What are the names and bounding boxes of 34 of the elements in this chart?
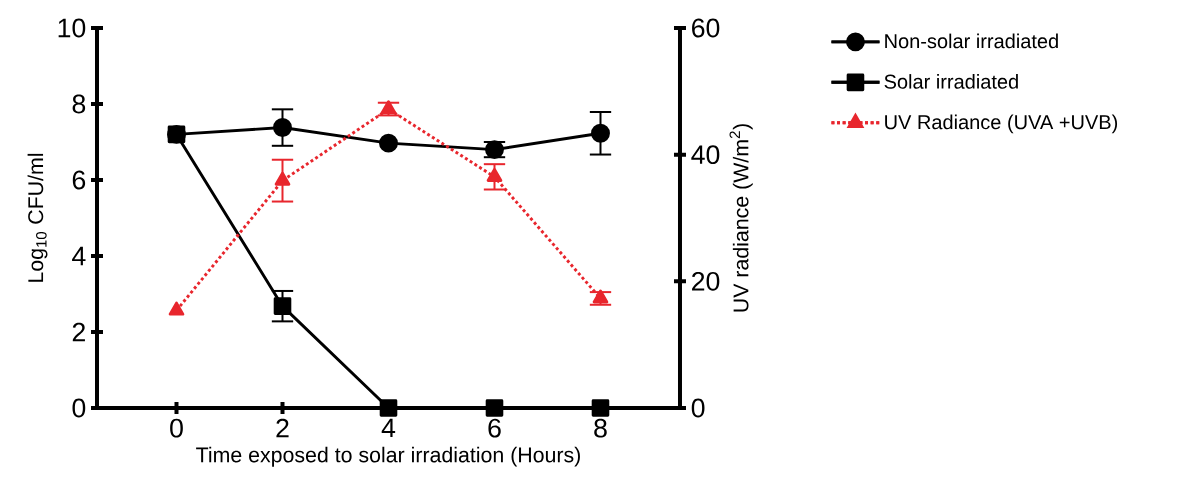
y2-tick-label: 40 (691, 145, 720, 165)
point (486, 168, 503, 182)
point (273, 297, 292, 315)
point (379, 399, 398, 417)
y2-tick-label: 20 (692, 271, 720, 291)
point (379, 133, 398, 153)
point (591, 399, 610, 417)
x-tick-label: 8 (594, 418, 607, 438)
point (592, 289, 609, 304)
point (274, 171, 291, 186)
legend-label: Non-solar irradiated (885, 33, 1058, 49)
point (380, 100, 397, 115)
y2-tick-label: 60 (692, 18, 720, 38)
point (591, 123, 610, 143)
point (167, 125, 186, 144)
x-axis-title: Time exposed to solar irradiation (Hours) (196, 446, 580, 467)
point (485, 399, 504, 417)
point (273, 118, 292, 138)
y-tick-label: 0 (72, 398, 86, 418)
legend-label: UV Radiance (UVA +UVB) (885, 114, 1118, 134)
y-tick-label: 6 (72, 170, 86, 190)
legend-label: Solar irradiated (884, 74, 1018, 89)
y-tick-label: 8 (72, 94, 86, 114)
x-tick-label: 0 (170, 418, 183, 438)
y-tick-label: 2 (72, 322, 85, 342)
y2-tick-label: 0 (691, 398, 705, 418)
x-tick-label: 4 (381, 418, 396, 438)
point (168, 301, 185, 316)
y-axis-title: Log$_{10}$ CFU/ml (27, 153, 48, 282)
x-tick-label: 2 (276, 418, 289, 438)
y-tick-label: 4 (72, 246, 86, 266)
y-tick-label: 10 (58, 18, 86, 38)
y2-axis-title: UV radiance (W/m$^{2}$) (729, 124, 753, 312)
x-tick-label: 6 (488, 418, 501, 438)
